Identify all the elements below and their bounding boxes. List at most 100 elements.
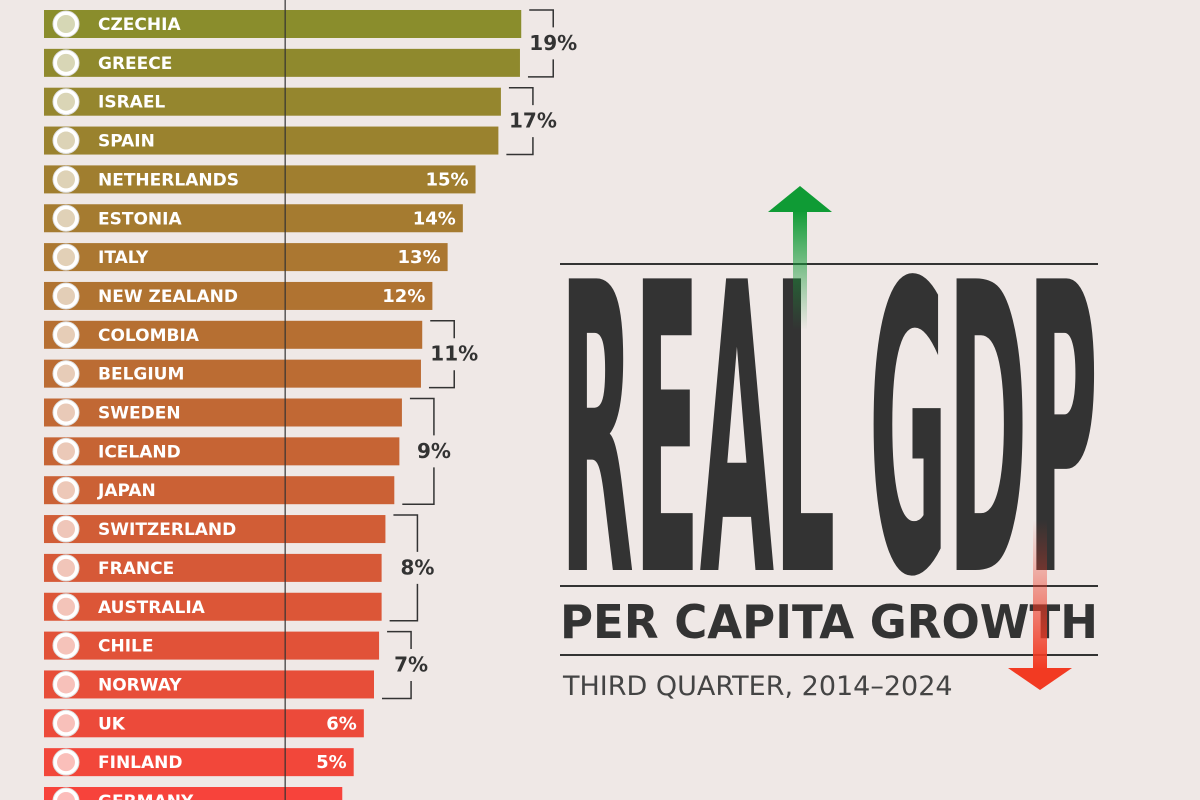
category-label: NORWAY <box>98 675 182 695</box>
category-label: FINLAND <box>98 753 183 773</box>
category-label: NEW ZEALAND <box>98 287 238 307</box>
category-label: GERMANY <box>98 792 194 800</box>
category-label: ITALY <box>98 248 149 268</box>
bar <box>44 10 522 38</box>
value-label: 17% <box>509 109 557 133</box>
flag-icon-inner <box>57 597 75 616</box>
flag-icon <box>52 243 80 271</box>
flag-icon <box>52 10 80 38</box>
flag-icon-inner <box>57 209 75 228</box>
flag-icon-inner <box>57 325 75 344</box>
flag-icon-inner <box>57 403 75 422</box>
flag-icon <box>52 709 80 737</box>
bar <box>44 359 421 388</box>
category-label: SPAIN <box>98 132 155 152</box>
bar <box>44 398 402 427</box>
category-label: FRANCE <box>98 559 174 579</box>
category-label: CHILE <box>98 637 153 657</box>
bar <box>44 281 433 310</box>
flag-icon <box>52 437 80 465</box>
bar <box>44 631 380 660</box>
flag-icon-inner <box>57 481 75 500</box>
category-label: AUSTRALIA <box>98 598 206 618</box>
down-arrow-shaft <box>1033 520 1047 670</box>
bar <box>44 243 448 272</box>
flag-icon-inner <box>57 248 75 267</box>
value-label: 14% <box>413 208 456 229</box>
category-label: GREECE <box>98 54 172 74</box>
flag-icon <box>52 88 80 116</box>
value-label: 7% <box>394 653 428 677</box>
flag-icon <box>52 321 80 349</box>
bar <box>44 670 374 699</box>
value-label: 9% <box>417 439 451 463</box>
flag-icon <box>52 748 80 776</box>
value-label: 13% <box>398 247 441 268</box>
group-bracket <box>527 9 554 78</box>
chart-note: THIRD QUARTER, 2014–2024 <box>562 671 953 702</box>
bar <box>44 748 354 777</box>
category-label: ESTONIA <box>98 209 182 229</box>
flag-icon <box>52 515 80 543</box>
bar <box>44 515 386 544</box>
flag-icon-inner <box>57 286 75 305</box>
group-bracket <box>402 397 435 505</box>
down-arrow-head <box>1008 668 1072 690</box>
group-bracket <box>506 86 534 156</box>
flag-icon-inner <box>57 92 75 111</box>
bar <box>44 592 382 621</box>
flag-icon-inner <box>57 170 75 189</box>
flag-icon <box>52 554 80 582</box>
bar <box>44 165 476 194</box>
flag-icon <box>52 127 80 155</box>
group-bracket <box>382 630 412 700</box>
bar <box>44 87 501 116</box>
group-bracket <box>428 320 455 389</box>
chart-subtitle: PER CAPITA GROWTH <box>560 595 1098 649</box>
category-label: NETHERLANDS <box>98 170 239 190</box>
flag-icon-inner <box>57 53 75 72</box>
flag-icon <box>52 360 80 388</box>
flag-icon-inner <box>57 558 75 577</box>
flag-icon-inner <box>57 442 75 461</box>
category-label: JAPAN <box>97 481 156 501</box>
flag-icon-inner <box>57 520 75 539</box>
category-label: COLOMBIA <box>98 326 200 346</box>
up-arrow-head <box>768 186 832 212</box>
flag-icon-inner <box>57 714 75 733</box>
category-label: CZECHIA <box>98 15 181 35</box>
flag-icon-inner <box>57 675 75 694</box>
flag-icon-inner <box>57 131 75 150</box>
bar <box>44 787 343 800</box>
category-label: SWITZERLAND <box>98 520 236 540</box>
value-label: 6% <box>326 713 357 734</box>
bar <box>44 48 520 77</box>
bar <box>44 126 499 155</box>
flag-icon <box>52 49 80 77</box>
category-label: UK <box>98 714 126 734</box>
flag-icon-inner <box>57 753 75 772</box>
flag-icon <box>52 787 80 800</box>
category-label: ICELAND <box>98 442 181 462</box>
bar <box>44 204 463 233</box>
bars: CZECHIA GREECE ISRAEL SPAIN NETHERLANDS ESTON… <box>44 0 577 800</box>
up-arrow-shaft <box>793 210 807 330</box>
flag-icon <box>52 204 80 232</box>
flag-icon-inner <box>57 636 75 655</box>
flag-icon-inner <box>57 364 75 383</box>
value-label: 15% <box>425 169 468 190</box>
bar <box>44 476 395 505</box>
value-label: 5% <box>316 752 347 773</box>
value-label: 11% <box>430 342 478 366</box>
flag-icon <box>52 282 80 310</box>
bar <box>44 709 364 738</box>
group-bracket <box>389 514 419 622</box>
flag-icon <box>52 399 80 426</box>
category-label: SWEDEN <box>98 404 181 424</box>
chart-title: REAL GDP <box>560 200 1098 665</box>
value-label: 8% <box>400 555 434 579</box>
category-label: BELGIUM <box>98 365 184 385</box>
flag-icon <box>52 476 80 504</box>
category-label: ISRAEL <box>98 93 165 113</box>
